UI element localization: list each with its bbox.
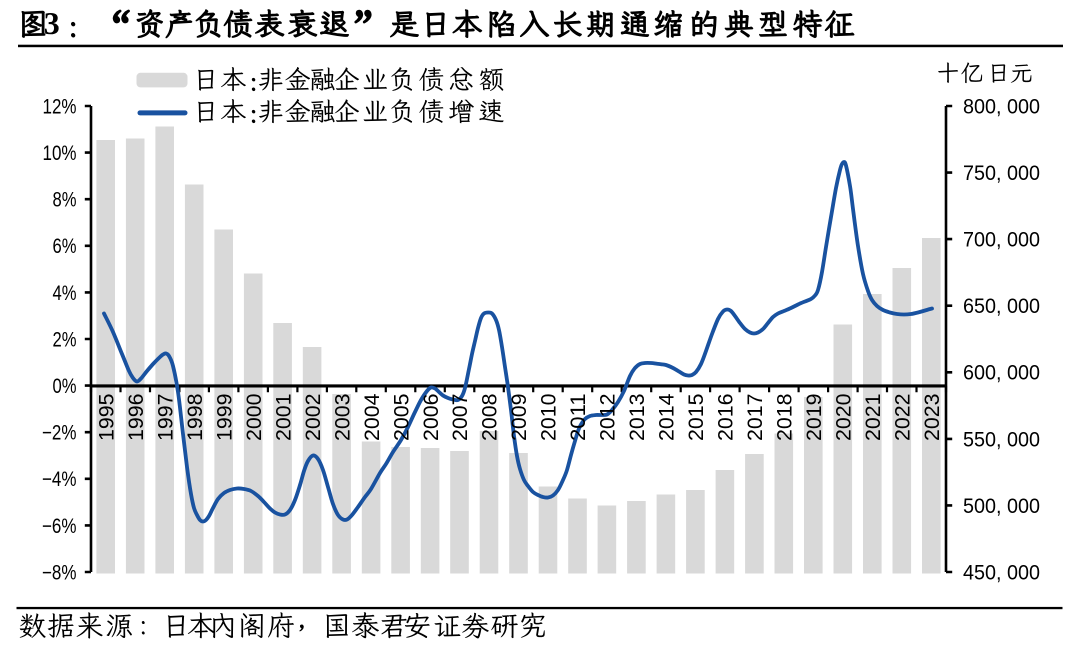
svg-text:−4%: −4% (42, 468, 77, 491)
svg-text:2004: 2004 (359, 394, 384, 442)
svg-text:4%: 4% (53, 282, 77, 305)
svg-text:2015: 2015 (683, 394, 708, 442)
svg-text:3: 3 (44, 5, 60, 41)
svg-text:2%: 2% (53, 328, 77, 351)
svg-text:1997: 1997 (152, 394, 177, 442)
svg-text:2008: 2008 (477, 394, 502, 442)
svg-text:−2%: −2% (42, 422, 77, 445)
svg-text:2010: 2010 (536, 394, 561, 442)
svg-text:10%: 10% (43, 142, 77, 165)
svg-text:800, 000: 800, 000 (963, 95, 1040, 118)
svg-text:450, 000: 450, 000 (963, 561, 1040, 584)
svg-text:2003: 2003 (329, 394, 354, 442)
svg-text:8%: 8% (53, 189, 77, 212)
svg-text:0%: 0% (53, 375, 77, 398)
svg-text:2023: 2023 (919, 394, 944, 442)
svg-text:650, 000: 650, 000 (963, 295, 1040, 318)
svg-text:2002: 2002 (300, 394, 325, 442)
svg-text:750, 000: 750, 000 (963, 162, 1040, 185)
svg-text:2000: 2000 (241, 394, 266, 442)
svg-text:2022: 2022 (890, 394, 915, 442)
svg-text:2001: 2001 (270, 394, 295, 442)
svg-text:700, 000: 700, 000 (963, 229, 1040, 252)
svg-text:550, 000: 550, 000 (963, 428, 1040, 451)
svg-text:1995: 1995 (93, 394, 118, 442)
svg-text:2013: 2013 (624, 394, 649, 442)
svg-text:600, 000: 600, 000 (963, 362, 1040, 385)
svg-text:1999: 1999 (211, 394, 236, 442)
svg-text:2006: 2006 (418, 394, 443, 442)
svg-text:2017: 2017 (742, 394, 767, 442)
svg-text:−6%: −6% (42, 515, 77, 538)
svg-text:1996: 1996 (123, 394, 148, 442)
svg-text:12%: 12% (43, 95, 77, 118)
svg-text:2009: 2009 (506, 394, 531, 442)
svg-text:2021: 2021 (860, 394, 885, 442)
svg-text:500, 000: 500, 000 (963, 495, 1040, 518)
svg-text:2016: 2016 (713, 394, 738, 442)
svg-text:2007: 2007 (447, 394, 472, 442)
svg-text:2012: 2012 (595, 394, 620, 442)
svg-text:2005: 2005 (388, 394, 413, 442)
svg-text:6%: 6% (53, 235, 77, 258)
svg-text:1998: 1998 (182, 394, 207, 442)
svg-text:2018: 2018 (772, 394, 797, 442)
svg-text:−8%: −8% (42, 561, 77, 584)
svg-text:2014: 2014 (654, 394, 679, 442)
svg-text:2011: 2011 (565, 394, 590, 442)
svg-text:2020: 2020 (831, 394, 856, 442)
svg-text:2019: 2019 (801, 394, 826, 442)
